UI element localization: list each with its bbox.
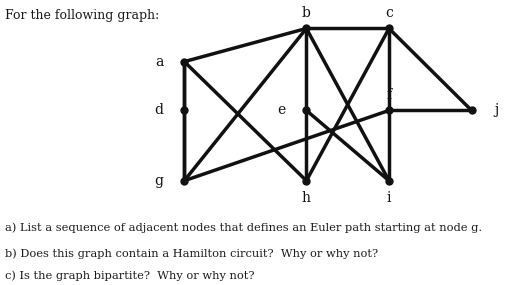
Text: g: g [155,174,164,188]
Text: e: e [277,103,286,117]
Text: h: h [302,191,311,205]
Text: For the following graph:: For the following graph: [5,9,159,22]
Text: b) Does this graph contain a Hamilton circuit?  Why or why not?: b) Does this graph contain a Hamilton ci… [5,248,378,258]
Text: i: i [387,191,392,205]
Text: j: j [495,103,499,117]
Text: b: b [302,6,311,20]
Text: c) Is the graph bipartite?  Why or why not?: c) Is the graph bipartite? Why or why no… [5,271,255,281]
Text: a) List a sequence of adjacent nodes that defines an Euler path starting at node: a) List a sequence of adjacent nodes tha… [5,222,482,233]
Text: f: f [386,88,392,102]
Text: c: c [385,6,393,20]
Text: d: d [155,103,164,117]
Text: a: a [155,55,163,69]
